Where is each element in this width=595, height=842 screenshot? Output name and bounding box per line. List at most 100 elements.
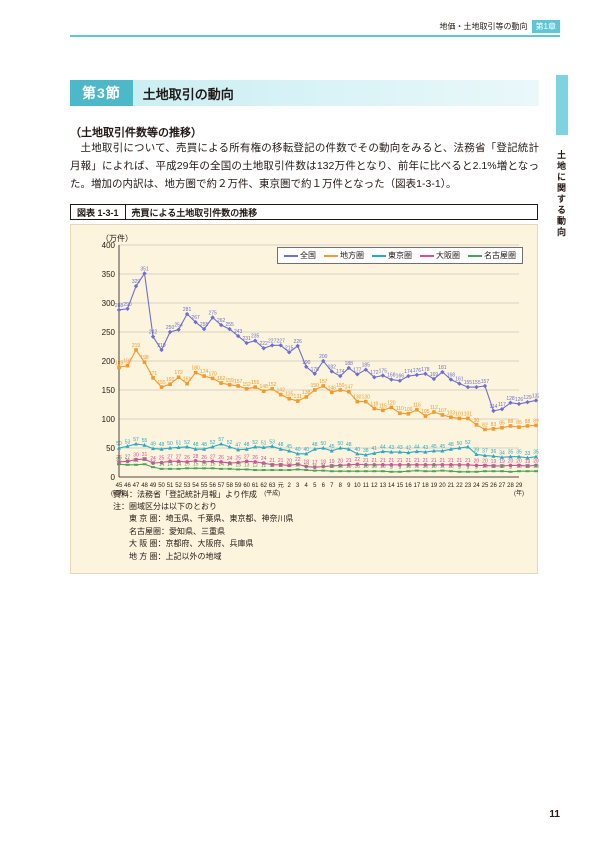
svg-text:21: 21 <box>448 483 455 489</box>
body-text: 土地取引について、売買による所有権の移転登記の件数でその動向をみると、法務省「登… <box>70 140 539 194</box>
svg-text:288: 288 <box>115 303 124 309</box>
svg-text:11: 11 <box>312 464 317 470</box>
svg-text:15: 15 <box>184 461 190 467</box>
svg-text:86: 86 <box>516 420 522 426</box>
svg-text:40: 40 <box>355 447 361 453</box>
svg-text:166: 166 <box>396 374 405 380</box>
svg-text:10: 10 <box>423 464 429 470</box>
svg-text:13: 13 <box>244 462 250 468</box>
svg-text:44: 44 <box>414 444 420 450</box>
svg-text:117: 117 <box>498 402 506 408</box>
svg-text:9: 9 <box>398 465 401 471</box>
svg-text:15: 15 <box>201 461 207 467</box>
svg-text:52: 52 <box>227 440 233 446</box>
svg-text:157: 157 <box>319 379 328 385</box>
svg-text:148: 148 <box>260 384 269 390</box>
svg-text:11: 11 <box>363 483 370 489</box>
svg-text:11: 11 <box>440 464 445 470</box>
svg-text:110: 110 <box>396 406 404 412</box>
svg-text:130: 130 <box>353 395 362 401</box>
svg-text:174: 174 <box>200 369 209 375</box>
svg-text:10: 10 <box>337 464 343 470</box>
svg-text:10: 10 <box>431 464 437 470</box>
svg-text:118: 118 <box>370 402 378 408</box>
svg-text:105: 105 <box>421 409 430 415</box>
svg-text:45: 45 <box>286 444 292 450</box>
header-rule <box>70 35 560 37</box>
svg-text:155: 155 <box>157 380 166 386</box>
svg-text:10: 10 <box>346 464 352 470</box>
svg-text:29: 29 <box>516 483 523 489</box>
note-line: 東 京 圏：埼玉県、千葉県、東京都、神奈川県 <box>113 513 293 525</box>
svg-text:160: 160 <box>166 377 175 383</box>
svg-text:53: 53 <box>269 439 275 445</box>
svg-text:12: 12 <box>371 483 378 489</box>
svg-text:171: 171 <box>149 371 158 377</box>
svg-text:10: 10 <box>354 483 361 489</box>
svg-text:254: 254 <box>174 323 183 329</box>
svg-text:192: 192 <box>123 359 132 365</box>
svg-text:188: 188 <box>345 361 354 367</box>
svg-text:162: 162 <box>217 376 226 382</box>
svg-text:33: 33 <box>525 451 531 457</box>
svg-text:169: 169 <box>430 372 439 378</box>
svg-text:48: 48 <box>312 442 318 448</box>
svg-text:10: 10 <box>525 464 531 470</box>
svg-text:281: 281 <box>183 307 192 313</box>
svg-text:152: 152 <box>242 382 251 388</box>
svg-text:172: 172 <box>370 370 379 376</box>
svg-text:115: 115 <box>379 403 387 409</box>
svg-text:57: 57 <box>133 437 139 443</box>
page-header: 地価・土地取引等の動向 第1章 <box>440 20 560 33</box>
svg-text:11: 11 <box>321 464 326 470</box>
svg-text:48: 48 <box>278 442 284 448</box>
svg-text:200: 200 <box>102 357 116 366</box>
svg-text:21: 21 <box>133 458 139 464</box>
svg-text:126: 126 <box>515 397 524 403</box>
svg-text:28: 28 <box>507 483 514 489</box>
svg-text:20: 20 <box>474 458 480 464</box>
svg-text:12: 12 <box>278 463 284 469</box>
svg-text:35: 35 <box>533 450 539 456</box>
svg-text:130: 130 <box>362 395 371 401</box>
svg-text:52: 52 <box>184 440 190 446</box>
svg-text:26: 26 <box>184 455 190 461</box>
svg-text:14: 14 <box>167 462 173 468</box>
svg-text:8: 8 <box>339 483 343 489</box>
svg-text:10: 10 <box>355 464 361 470</box>
svg-text:21: 21 <box>363 458 369 464</box>
svg-text:103: 103 <box>447 410 456 416</box>
svg-text:107: 107 <box>438 408 447 414</box>
svg-text:10: 10 <box>363 464 369 470</box>
svg-text:0: 0 <box>111 473 116 482</box>
svg-text:243: 243 <box>234 329 243 335</box>
svg-text:159: 159 <box>225 378 234 384</box>
svg-text:9: 9 <box>390 465 393 471</box>
section-title: 土地取引の動向 <box>143 84 234 103</box>
svg-text:53: 53 <box>125 439 131 445</box>
svg-text:22: 22 <box>116 457 122 463</box>
svg-text:11: 11 <box>414 464 419 470</box>
svg-text:43: 43 <box>397 445 403 451</box>
svg-text:9: 9 <box>347 483 351 489</box>
svg-text:135: 135 <box>285 392 294 398</box>
svg-text:15: 15 <box>397 483 404 489</box>
svg-text:6: 6 <box>322 483 326 489</box>
svg-text:182: 182 <box>328 364 337 370</box>
svg-text:85: 85 <box>499 421 505 427</box>
svg-text:157: 157 <box>234 379 243 385</box>
svg-text:300: 300 <box>102 299 116 308</box>
svg-text:132: 132 <box>532 393 539 399</box>
note-line: 大 阪 圏：京都府、大阪府、兵庫県 <box>113 538 293 550</box>
svg-text:39: 39 <box>474 447 480 453</box>
svg-text:14: 14 <box>176 462 182 468</box>
svg-text:255: 255 <box>225 322 234 328</box>
svg-text:215: 215 <box>285 345 294 351</box>
svg-text:21: 21 <box>346 458 352 464</box>
svg-text:185: 185 <box>362 363 371 369</box>
svg-text:45: 45 <box>431 444 437 450</box>
svg-text:12: 12 <box>303 463 309 469</box>
svg-text:45: 45 <box>329 444 335 450</box>
svg-text:175: 175 <box>379 369 388 375</box>
svg-text:51: 51 <box>261 440 267 446</box>
